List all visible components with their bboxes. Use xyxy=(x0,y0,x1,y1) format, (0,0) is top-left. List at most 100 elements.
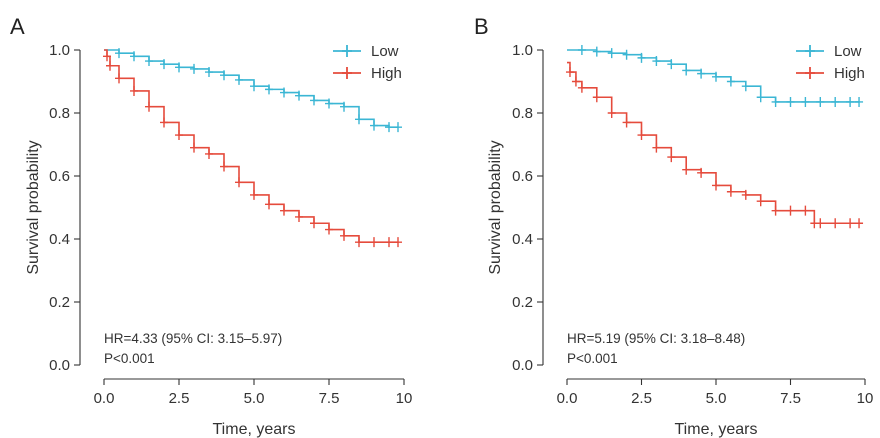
legend-label: High xyxy=(371,65,402,82)
legend-entry-low: Low xyxy=(333,43,399,60)
censor-mark-low xyxy=(786,96,795,107)
y-tick-label: 0.0 xyxy=(49,357,70,374)
panel-letter: B xyxy=(474,14,489,39)
censor-mark-high xyxy=(220,161,228,172)
censor-mark-low xyxy=(831,96,840,107)
censor-mark-low xyxy=(607,48,616,59)
panel-letter: A xyxy=(10,14,25,39)
p-value-annotation: P<0.001 xyxy=(104,351,155,366)
x-tick-label: 7.5 xyxy=(319,390,340,407)
legend-label: Low xyxy=(834,43,862,60)
y-axis-title: Survival probability xyxy=(487,140,504,274)
censor-mark-high xyxy=(786,205,795,216)
x-axis-title: Time, years xyxy=(675,421,758,438)
censor-mark-low xyxy=(115,48,123,59)
censor-mark-high xyxy=(565,67,574,78)
censor-mark-low xyxy=(355,114,363,125)
censor-mark-low xyxy=(682,65,691,76)
censor-mark-low xyxy=(771,96,780,107)
censor-mark-low xyxy=(741,81,750,92)
censor-mark-low xyxy=(325,98,333,109)
censor-mark-low xyxy=(592,46,601,57)
censor-mark-low xyxy=(712,71,720,82)
censor-mark-low xyxy=(577,45,586,55)
censor-mark-high xyxy=(592,92,601,103)
legend-label: High xyxy=(834,65,865,82)
censor-mark-high xyxy=(682,164,691,175)
legend-entry-high: High xyxy=(796,65,865,82)
censor-mark-low xyxy=(175,62,183,73)
censor-mark-low xyxy=(667,59,676,70)
censor-mark-low xyxy=(310,95,318,106)
censor-mark-high xyxy=(250,189,258,200)
hazard-ratio-annotation: HR=4.33 (95% CI: 3.15–5.97) xyxy=(104,331,282,346)
censor-mark-high xyxy=(310,218,318,229)
censor-mark-high xyxy=(855,218,864,229)
x-tick-label: 2.5 xyxy=(631,390,652,407)
legend-entry-high: High xyxy=(333,65,402,82)
x-tick-label: 0.0 xyxy=(94,390,115,407)
y-tick-label: 0.4 xyxy=(512,231,533,248)
censor-mark-high xyxy=(667,152,676,163)
censor-mark-low xyxy=(697,68,706,79)
censor-mark-high xyxy=(355,237,363,248)
censor-mark-high xyxy=(394,237,402,248)
censor-mark-high xyxy=(652,142,661,153)
censor-mark-high xyxy=(235,177,243,188)
censor-mark-low xyxy=(205,67,213,78)
y-tick-label: 0.4 xyxy=(49,231,70,248)
legend-marker xyxy=(342,67,352,79)
censor-mark-high xyxy=(265,199,273,210)
censor-mark-high xyxy=(726,186,735,197)
y-tick-label: 0.6 xyxy=(512,168,533,185)
censor-mark-high xyxy=(295,211,303,222)
censor-mark-high xyxy=(712,180,720,191)
censor-mark-high xyxy=(145,101,153,112)
censor-mark-high xyxy=(103,51,111,62)
censor-mark-high xyxy=(637,130,646,141)
p-value-annotation: P<0.001 xyxy=(567,351,618,366)
y-tick-label: 0.8 xyxy=(512,105,533,122)
censor-mark-high xyxy=(622,117,631,128)
censor-mark-low xyxy=(250,81,258,92)
censor-mark-high xyxy=(160,117,168,128)
legend-marker xyxy=(342,45,352,57)
censor-mark-high xyxy=(385,237,393,248)
x-tick-label: 7.5 xyxy=(780,390,801,407)
censor-mark-high xyxy=(130,85,138,96)
x-tick-label: 10 xyxy=(396,390,413,407)
censor-mark-low xyxy=(816,96,825,107)
censor-mark-low xyxy=(652,56,661,67)
x-axis-title: Time, years xyxy=(213,421,296,438)
censor-mark-low xyxy=(846,96,855,107)
x-tick-label: 0.0 xyxy=(557,390,578,407)
censor-mark-low xyxy=(130,51,138,62)
censor-mark-low xyxy=(340,101,348,112)
y-tick-label: 0.6 xyxy=(49,168,70,185)
legend-label: Low xyxy=(371,43,399,60)
y-axis-title: Survival probability xyxy=(25,140,42,274)
censor-mark-low xyxy=(145,56,153,67)
y-tick-label: 0.8 xyxy=(49,105,70,122)
censor-mark-low xyxy=(637,52,646,63)
censor-mark-high xyxy=(280,205,288,216)
censor-mark-low xyxy=(385,122,393,133)
censor-mark-high xyxy=(831,218,840,229)
x-tick-label: 5.0 xyxy=(706,390,727,407)
censor-mark-high xyxy=(571,76,580,87)
censor-mark-high xyxy=(370,237,378,248)
censor-mark-low xyxy=(190,63,198,74)
legend-marker xyxy=(805,45,815,57)
censor-mark-high xyxy=(741,189,750,200)
censor-mark-high xyxy=(340,230,348,241)
censor-mark-high xyxy=(325,224,333,235)
censor-mark-high xyxy=(607,108,616,118)
survival-curve-high xyxy=(104,49,398,243)
x-tick-label: 5.0 xyxy=(244,390,265,407)
censor-mark-high xyxy=(175,130,183,141)
censor-mark-high xyxy=(756,196,765,207)
survival-curve-high xyxy=(567,61,860,225)
y-tick-label: 1.0 xyxy=(512,42,533,59)
censor-mark-high xyxy=(801,205,810,216)
